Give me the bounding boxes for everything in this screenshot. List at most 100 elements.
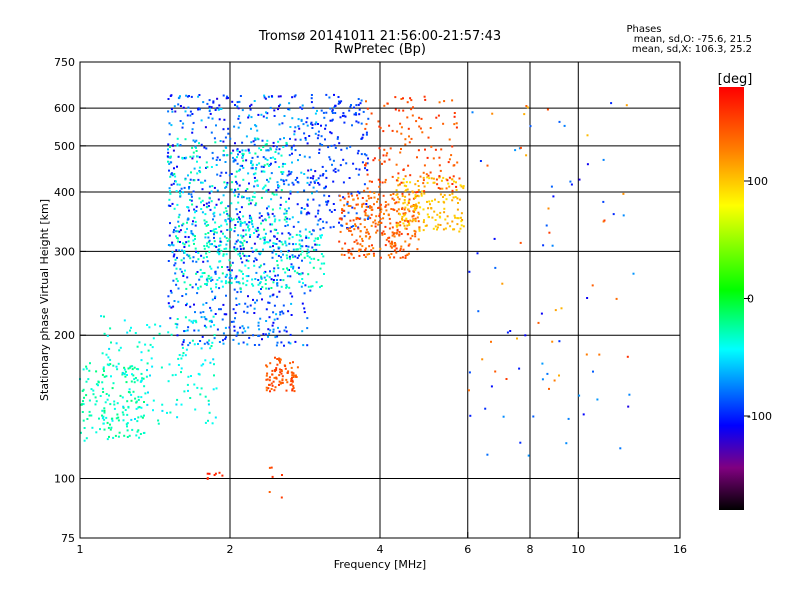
data-point bbox=[241, 277, 244, 280]
data-point bbox=[303, 292, 306, 295]
data-point bbox=[373, 254, 375, 257]
data-point bbox=[322, 227, 325, 229]
data-point bbox=[288, 255, 291, 258]
data-point bbox=[277, 326, 279, 329]
data-point bbox=[462, 185, 465, 188]
data-point bbox=[210, 166, 213, 168]
data-point bbox=[133, 381, 136, 384]
data-point bbox=[348, 229, 351, 232]
data-point bbox=[439, 187, 442, 190]
data-point bbox=[406, 101, 409, 104]
data-point bbox=[218, 158, 221, 161]
data-point bbox=[186, 276, 189, 279]
data-point bbox=[342, 181, 345, 184]
data-point bbox=[135, 407, 138, 410]
data-point bbox=[250, 116, 253, 119]
data-point bbox=[331, 110, 334, 113]
grid-lines bbox=[80, 62, 680, 538]
x-tick-label: 8 bbox=[527, 543, 534, 556]
data-point bbox=[404, 175, 407, 178]
data-point bbox=[186, 329, 189, 332]
data-point bbox=[283, 183, 286, 186]
data-point bbox=[365, 131, 368, 134]
data-point bbox=[170, 124, 173, 127]
data-point bbox=[234, 175, 237, 178]
data-point bbox=[400, 181, 403, 184]
data-point bbox=[238, 269, 241, 272]
data-point bbox=[358, 248, 361, 251]
data-point bbox=[356, 152, 359, 155]
data-point bbox=[632, 272, 635, 275]
data-point bbox=[248, 114, 251, 117]
data-point bbox=[598, 353, 601, 356]
data-point bbox=[307, 273, 310, 276]
data-point bbox=[294, 179, 297, 181]
data-point bbox=[203, 316, 206, 318]
data-point bbox=[282, 180, 285, 183]
data-point bbox=[302, 282, 304, 285]
data-point bbox=[437, 201, 440, 203]
data-point bbox=[193, 303, 195, 306]
data-point bbox=[195, 321, 198, 324]
data-point bbox=[364, 209, 367, 212]
data-point bbox=[218, 341, 221, 343]
data-point bbox=[264, 333, 267, 336]
data-point bbox=[242, 247, 245, 250]
data-point bbox=[285, 200, 288, 203]
data-point bbox=[185, 156, 188, 159]
data-point bbox=[368, 245, 371, 248]
data-point bbox=[451, 183, 454, 185]
data-point bbox=[278, 105, 280, 108]
data-point bbox=[178, 249, 181, 252]
data-point bbox=[290, 265, 293, 268]
data-point bbox=[272, 321, 275, 324]
data-point bbox=[239, 224, 242, 227]
data-point bbox=[602, 158, 605, 161]
data-point bbox=[401, 217, 403, 220]
data-point bbox=[432, 227, 435, 230]
data-point bbox=[247, 275, 250, 278]
data-point bbox=[437, 223, 440, 226]
data-point bbox=[209, 325, 212, 328]
data-point bbox=[342, 158, 345, 161]
data-point bbox=[225, 97, 228, 100]
data-point bbox=[297, 159, 299, 162]
data-point bbox=[262, 248, 264, 251]
data-point bbox=[263, 186, 266, 189]
data-point bbox=[377, 198, 379, 201]
data-point bbox=[190, 193, 193, 196]
data-point bbox=[456, 197, 459, 200]
data-point bbox=[122, 406, 125, 409]
data-point bbox=[448, 185, 451, 188]
data-point bbox=[314, 112, 317, 115]
phases-x-stats: mean, sd,X: 106.3, 25.2 bbox=[632, 44, 752, 55]
data-point bbox=[211, 151, 214, 154]
data-point bbox=[266, 207, 268, 210]
data-point bbox=[383, 160, 386, 163]
data-point bbox=[453, 123, 456, 126]
data-point bbox=[267, 95, 270, 98]
data-point bbox=[365, 154, 368, 157]
data-point bbox=[550, 185, 553, 188]
data-point bbox=[275, 368, 278, 371]
data-point bbox=[438, 156, 441, 159]
data-point bbox=[208, 192, 211, 195]
data-point bbox=[167, 98, 170, 100]
data-point bbox=[268, 379, 271, 382]
data-point bbox=[395, 194, 398, 196]
data-point bbox=[211, 229, 214, 232]
data-point bbox=[402, 248, 405, 251]
data-point bbox=[526, 106, 529, 109]
data-point bbox=[253, 260, 255, 263]
x-tick-label: 10 bbox=[571, 543, 585, 556]
data-point bbox=[404, 257, 407, 259]
data-point bbox=[234, 249, 237, 252]
data-point bbox=[141, 416, 144, 419]
data-point bbox=[179, 105, 182, 107]
data-point bbox=[200, 201, 202, 204]
data-point bbox=[366, 107, 369, 110]
data-point bbox=[234, 311, 237, 314]
data-point bbox=[280, 256, 282, 259]
data-point bbox=[288, 102, 291, 105]
data-point bbox=[382, 154, 385, 157]
